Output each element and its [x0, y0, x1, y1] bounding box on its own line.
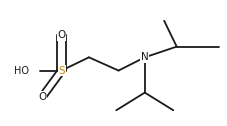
Text: O: O — [38, 92, 46, 102]
Text: HO: HO — [14, 66, 29, 76]
Text: S: S — [58, 66, 65, 76]
Text: N: N — [140, 52, 148, 62]
Text: O: O — [57, 30, 65, 40]
